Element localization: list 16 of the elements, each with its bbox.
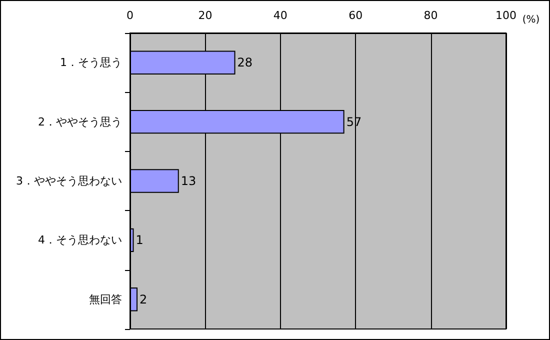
data-label: 28	[237, 56, 253, 70]
data-label: 2	[140, 292, 148, 306]
y-tick-label: 4．そう思わない	[38, 234, 122, 247]
x-tick-label: 40	[273, 9, 288, 22]
y-tick-label: 1．そう思う	[60, 56, 122, 70]
data-label: 1	[136, 233, 144, 248]
x-tick-label: 0	[126, 9, 134, 22]
y-tick-label: 3．ややそう思わない	[16, 174, 122, 188]
y-tick-label: 2．ややそう思う	[38, 115, 122, 128]
x-tick-label: 100	[496, 9, 516, 22]
y-tick-label: 無回答	[89, 292, 122, 306]
x-tick-label: 80	[424, 9, 438, 22]
x-axis-title: (%)	[522, 14, 540, 26]
data-label: 13	[180, 174, 196, 188]
x-tick-label: 60	[348, 9, 363, 22]
x-tick-label: 20	[198, 9, 212, 22]
